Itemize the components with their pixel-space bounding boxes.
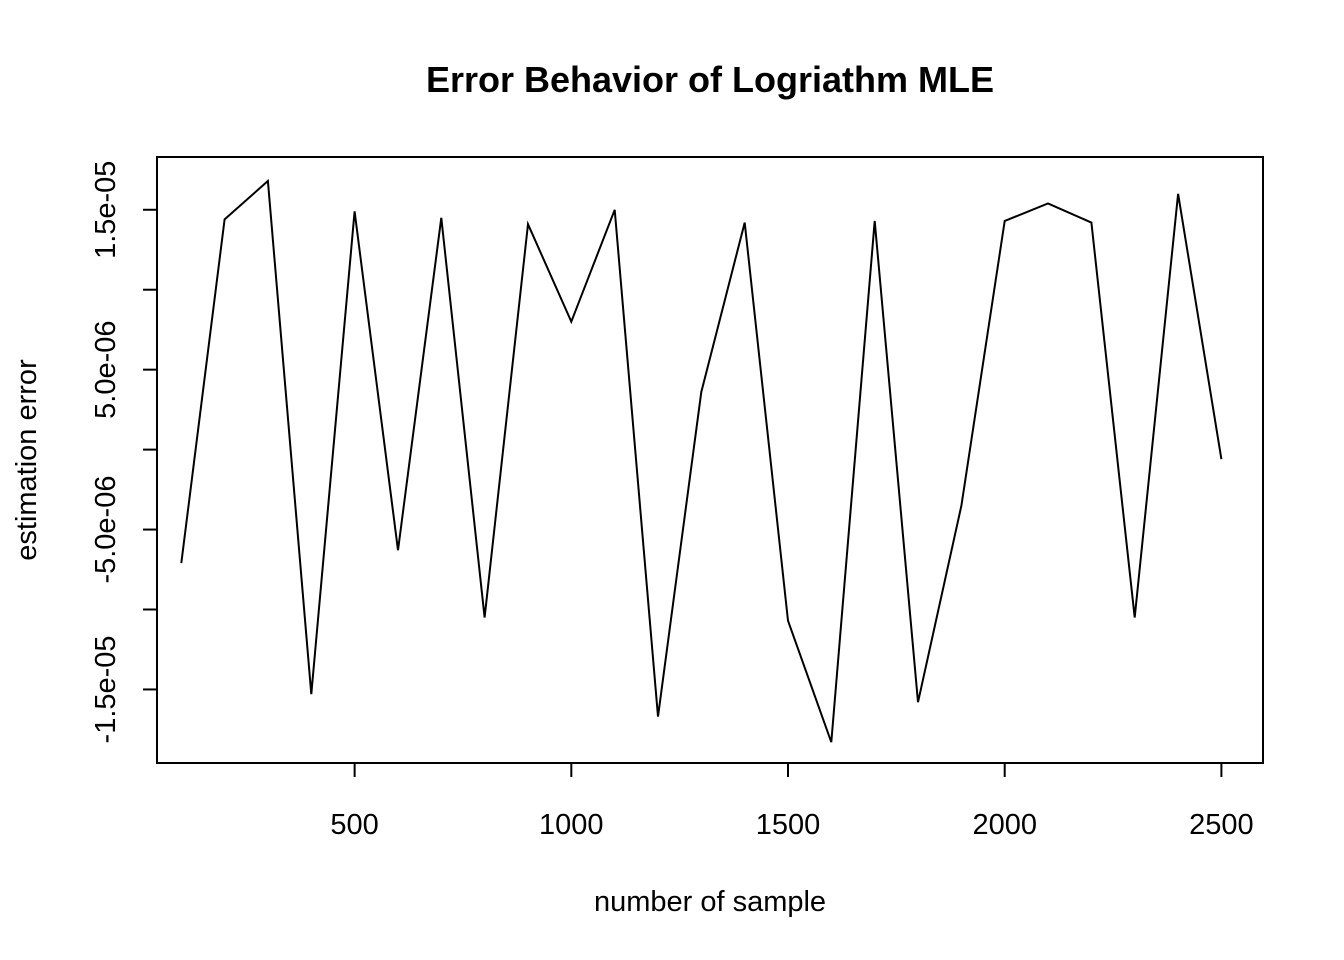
x-tick-label: 1500 — [756, 809, 821, 841]
x-tick-label: 1000 — [539, 809, 604, 841]
chart-title: Error Behavior of Logriathm MLE — [426, 59, 994, 100]
y-tick-label: 1.5e-05 — [90, 161, 122, 259]
y-axis-label: estimation error — [11, 359, 43, 561]
x-axis: 500 1000 1500 2000 2500 — [330, 762, 1254, 841]
x-axis-label: number of sample — [594, 886, 826, 918]
x-tick-label: 2000 — [972, 809, 1037, 841]
y-tick-label: -5.0e-06 — [90, 476, 122, 584]
y-tick-label: -1.5e-05 — [90, 635, 122, 743]
plot-frame — [156, 156, 1264, 764]
series-layer — [180, 178, 1223, 743]
y-axis: -1.5e-05 -5.0e-06 5.0e-06 1.5e-05 — [90, 161, 158, 743]
series-line — [180, 178, 1223, 743]
x-tick-label: 500 — [330, 809, 378, 841]
x-tick-label: 2500 — [1189, 809, 1254, 841]
y-tick-label: 5.0e-06 — [90, 320, 122, 418]
